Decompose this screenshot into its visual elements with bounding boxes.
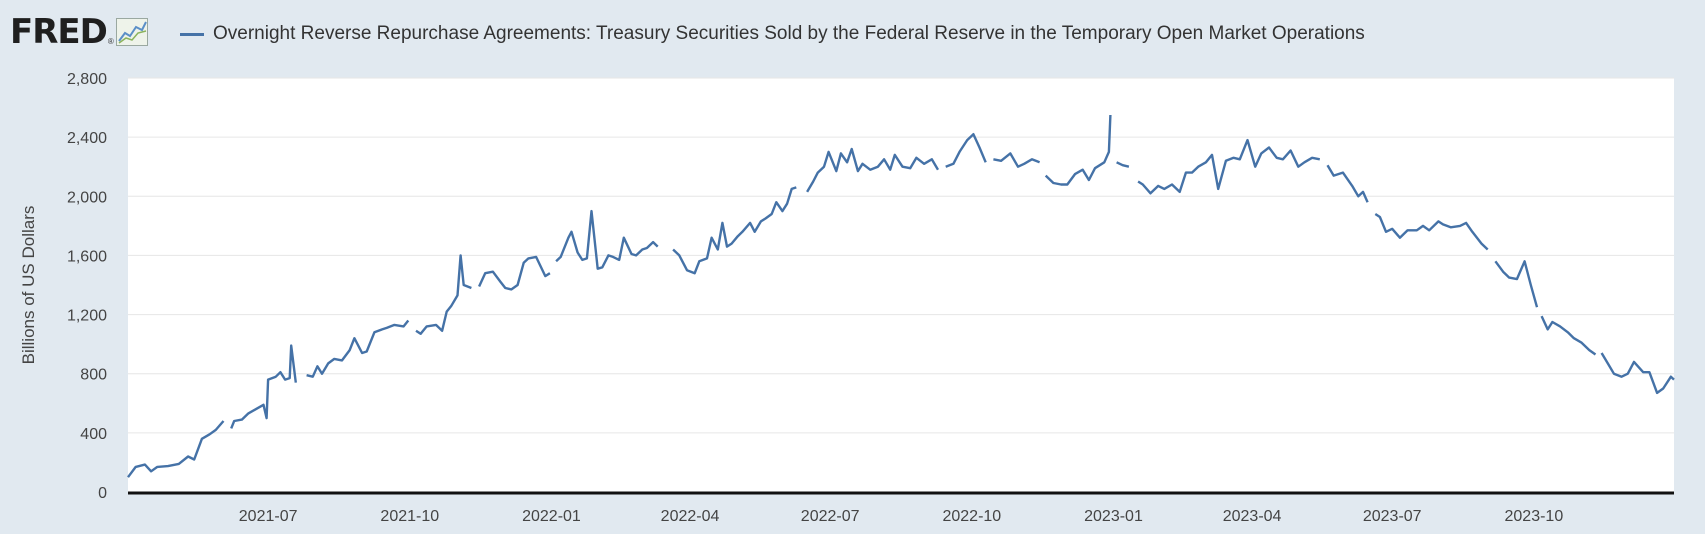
y-tick-label: 1,600 (67, 248, 107, 265)
series-line-segment (1600, 352, 1675, 395)
series-line-segment (1494, 260, 1539, 308)
x-tick-label: 2023-07 (1363, 508, 1422, 525)
y-tick-label: 1,200 (67, 308, 107, 325)
x-tick-label: 2023-10 (1505, 508, 1564, 525)
y-axis-ticks: 0 400 800 1,200 1,600 2,000 2,400 2,800 (67, 71, 107, 502)
fred-logo-text: FRED (10, 12, 108, 52)
y-tick-label: 2,800 (67, 71, 107, 88)
y-tick-label: 400 (80, 426, 107, 443)
chart-header: FRED ® Overnight Reverse Repurchase Agre… (0, 0, 1705, 70)
series-line-segment (230, 344, 297, 429)
plot-area (128, 78, 1674, 492)
y-tick-label: 2,400 (67, 130, 107, 147)
series-line-segment (1374, 212, 1489, 251)
series-line-segment (1116, 161, 1130, 168)
series-line-segment (1137, 138, 1321, 195)
x-tick-label: 2023-04 (1223, 508, 1282, 525)
series-line-segment (1326, 164, 1369, 203)
x-tick-label: 2022-04 (661, 508, 720, 525)
series-line-segment (993, 152, 1041, 168)
registered-mark: ® (107, 37, 114, 46)
x-axis-ticks: 2021-07 2021-10 2022-01 2022-04 2022-07 2022-… (239, 508, 1564, 525)
y-axis-label: Billions of US Dollars (19, 206, 38, 365)
series-line-segment (1540, 315, 1597, 356)
line-chart-icon (115, 18, 148, 46)
x-tick-label: 2023-01 (1084, 508, 1143, 525)
legend-swatch (180, 32, 204, 36)
x-tick-label: 2021-07 (239, 508, 298, 525)
series-line-segment (127, 420, 225, 478)
x-tick-label: 2022-10 (942, 508, 1001, 525)
x-tick-label: 2022-01 (522, 508, 581, 525)
series-line-segment (415, 254, 472, 335)
y-tick-label: 800 (80, 367, 107, 384)
series-line-segment (672, 186, 797, 275)
series-line-segment (555, 209, 659, 270)
gridlines (128, 77, 1674, 434)
legend-label: Overnight Reverse Repurchase Agreements:… (213, 23, 1365, 44)
y-tick-label: 2,000 (67, 189, 107, 206)
fred-logo[interactable]: FRED ® (10, 12, 148, 52)
series-line-segment (945, 132, 987, 168)
series-line-segment (1044, 114, 1112, 186)
series-line-segment (306, 319, 410, 378)
series-line (127, 114, 1675, 478)
y-tick-label: 0 (98, 485, 107, 502)
x-tick-label: 2021-10 (380, 508, 439, 525)
chart-legend[interactable]: Overnight Reverse Repurchase Agreements:… (180, 20, 1365, 48)
series-line-segment (806, 147, 940, 193)
x-tick-label: 2022-07 (801, 508, 860, 525)
series-line-segment (478, 255, 551, 291)
